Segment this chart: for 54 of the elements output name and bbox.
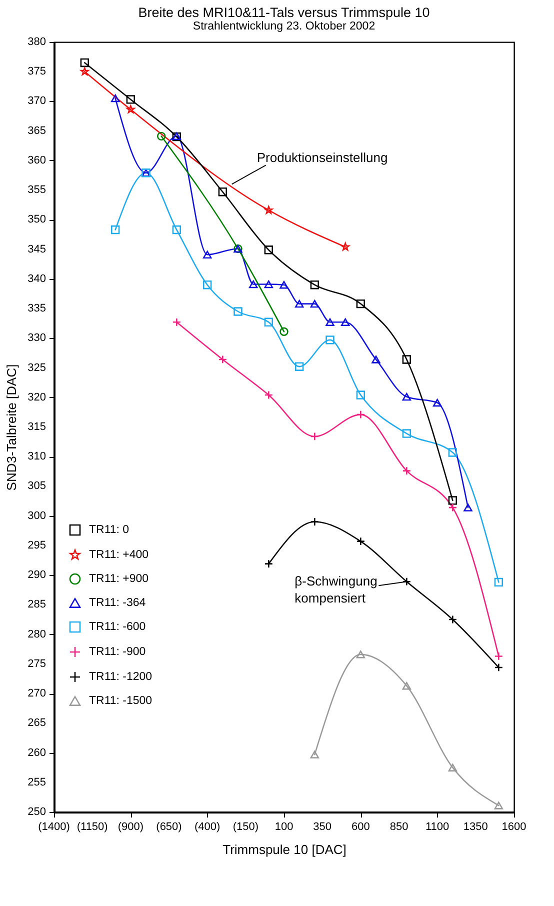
legend-label: TR11: +400: [89, 549, 149, 561]
y-tick-label: 290: [28, 569, 46, 582]
legend-label: TR11: -600: [89, 621, 146, 633]
legend-label: TR11: -900: [89, 646, 146, 658]
y-tick-label: 285: [28, 598, 46, 611]
y-tick-label: 300: [28, 510, 46, 522]
y-tick-label: 370: [28, 95, 46, 108]
x-tick-label: 1600: [502, 821, 526, 833]
chart-subtitle: Strahlentwicklung 23. Oktober 2002: [192, 20, 376, 32]
legend-label: TR11: +900: [89, 573, 149, 585]
legend-label: TR11: 0: [89, 524, 130, 536]
x-axis-title: Trimmspule 10 [DAC]: [222, 842, 346, 857]
y-tick-label: 270: [28, 688, 46, 700]
y-tick-label: 360: [28, 154, 46, 166]
legend-label: TR11: -1200: [89, 671, 152, 683]
legend-label: TR11: -364: [89, 597, 146, 609]
y-tick-label: 340: [28, 272, 46, 285]
x-tick-label: (1150): [76, 821, 108, 833]
legend-label: TR11: -1500: [89, 695, 152, 707]
y-tick-label: 280: [28, 628, 46, 640]
y-tick-label: 305: [28, 480, 46, 492]
y-tick-label: 250: [28, 806, 46, 818]
y-tick-label: 365: [28, 124, 46, 137]
x-tick-label: (900): [118, 821, 144, 833]
x-tick-label: 600: [351, 821, 370, 833]
y-tick-label: 265: [28, 717, 46, 730]
y-tick-label: 335: [28, 302, 46, 315]
y-tick-label: 275: [28, 658, 46, 670]
chart-title: Breite des MRI10&11-Tals versus Trimmspule 10: [138, 5, 430, 20]
y-tick-label: 255: [28, 776, 46, 788]
x-tick-label: 850: [390, 821, 408, 833]
x-tick-label: 1100: [426, 821, 450, 833]
x-tick-label: (1400): [38, 821, 70, 833]
x-tick-label: 1350: [463, 821, 488, 833]
y-tick-label: 345: [28, 243, 46, 256]
y-tick-label: 315: [28, 421, 46, 433]
x-tick-label: 100: [274, 821, 294, 833]
y-axis-title: SND3-Talbreite [DAC]: [4, 364, 19, 491]
y-tick-label: 380: [28, 36, 46, 48]
y-tick-label: 350: [28, 214, 46, 226]
y-tick-label: 310: [28, 450, 46, 463]
x-tick-label: (400): [194, 821, 220, 833]
y-tick-label: 260: [28, 746, 46, 759]
annotation: β-Schwingung kompensiert: [294, 574, 378, 606]
x-tick-label: (650): [156, 821, 182, 833]
x-tick-label: 350: [313, 821, 332, 833]
x-tick-label: (150): [232, 821, 259, 833]
y-tick-label: 375: [28, 66, 46, 78]
y-tick-label: 355: [28, 184, 46, 196]
y-tick-label: 320: [28, 391, 46, 404]
y-tick-label: 330: [28, 332, 46, 344]
y-tick-label: 325: [28, 362, 46, 374]
y-tick-label: 295: [28, 539, 46, 552]
annotation: Produktionseinstellung: [256, 150, 388, 166]
